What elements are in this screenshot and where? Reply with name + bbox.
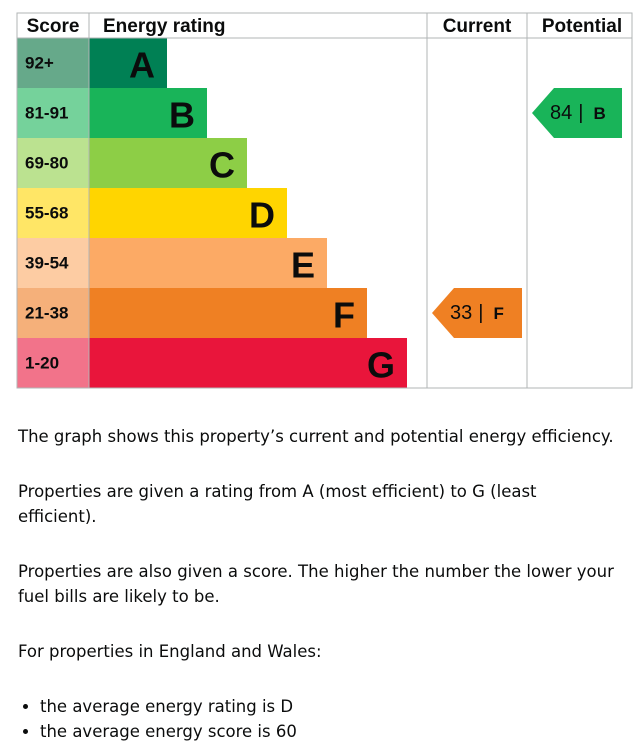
potential-label: 84 | B bbox=[550, 102, 606, 124]
score-range: 69-80 bbox=[25, 154, 68, 173]
score-cell bbox=[17, 338, 89, 388]
potential-separator: | bbox=[578, 102, 583, 124]
current-separator: | bbox=[478, 302, 483, 324]
paragraph: Properties are also given a score. The h… bbox=[18, 562, 614, 606]
paragraph: Properties are given a rating from A (mo… bbox=[18, 482, 537, 526]
current-score: 33 bbox=[450, 302, 472, 324]
rating-bar bbox=[89, 138, 247, 188]
rating-bar bbox=[89, 188, 287, 238]
score-cell bbox=[17, 138, 89, 188]
rating-bar bbox=[89, 238, 327, 288]
column-header: Potential bbox=[542, 16, 622, 37]
rating-letter: B bbox=[169, 95, 195, 136]
current-letter: F bbox=[493, 304, 503, 323]
rating-letter: D bbox=[249, 195, 275, 236]
score-cell bbox=[17, 188, 89, 238]
rating-bar bbox=[89, 38, 167, 88]
rating-letter: E bbox=[291, 245, 315, 286]
column-header: Energy rating bbox=[103, 16, 225, 37]
score-range: 21-38 bbox=[25, 304, 68, 323]
current-arrow bbox=[432, 288, 522, 338]
description: The graph shows this property’s current … bbox=[18, 424, 618, 744]
score-cell bbox=[17, 288, 89, 338]
list: the average energy rating is Dthe averag… bbox=[18, 694, 618, 744]
score-cell bbox=[17, 88, 89, 138]
score-range: 92+ bbox=[25, 54, 54, 73]
potential-arrow bbox=[532, 88, 622, 138]
list-item: the average energy score is 60 bbox=[40, 719, 618, 744]
paragraph: The graph shows this property’s current … bbox=[18, 427, 614, 446]
score-cell bbox=[17, 238, 89, 288]
rating-letter: F bbox=[333, 295, 355, 336]
score-range: 55-68 bbox=[25, 204, 68, 223]
energy-graph: Score Energy rating Current Potential 92+ A 81… bbox=[16, 12, 633, 389]
rating-bar bbox=[89, 288, 367, 338]
rating-letter: C bbox=[209, 145, 235, 186]
table-border bbox=[16, 12, 633, 389]
rating-letter: G bbox=[367, 345, 395, 386]
score-range: 81-91 bbox=[25, 104, 68, 123]
rating-letter: A bbox=[129, 45, 155, 86]
current-label: 33 | F bbox=[450, 302, 504, 324]
list-item: the average energy rating is D bbox=[40, 694, 618, 719]
paragraph: For properties in England and Wales: bbox=[18, 642, 322, 661]
potential-letter: B bbox=[593, 104, 605, 123]
rating-bar bbox=[89, 338, 407, 388]
potential-score: 84 bbox=[550, 102, 572, 124]
column-header: Current bbox=[443, 16, 512, 37]
score-cell bbox=[17, 38, 89, 88]
column-header: Score bbox=[27, 16, 80, 37]
page: Score Energy rating Current Potential 92+ A 81… bbox=[0, 0, 644, 718]
score-range: 39-54 bbox=[25, 254, 69, 273]
rating-bar bbox=[89, 88, 207, 138]
score-range: 1-20 bbox=[25, 354, 59, 373]
